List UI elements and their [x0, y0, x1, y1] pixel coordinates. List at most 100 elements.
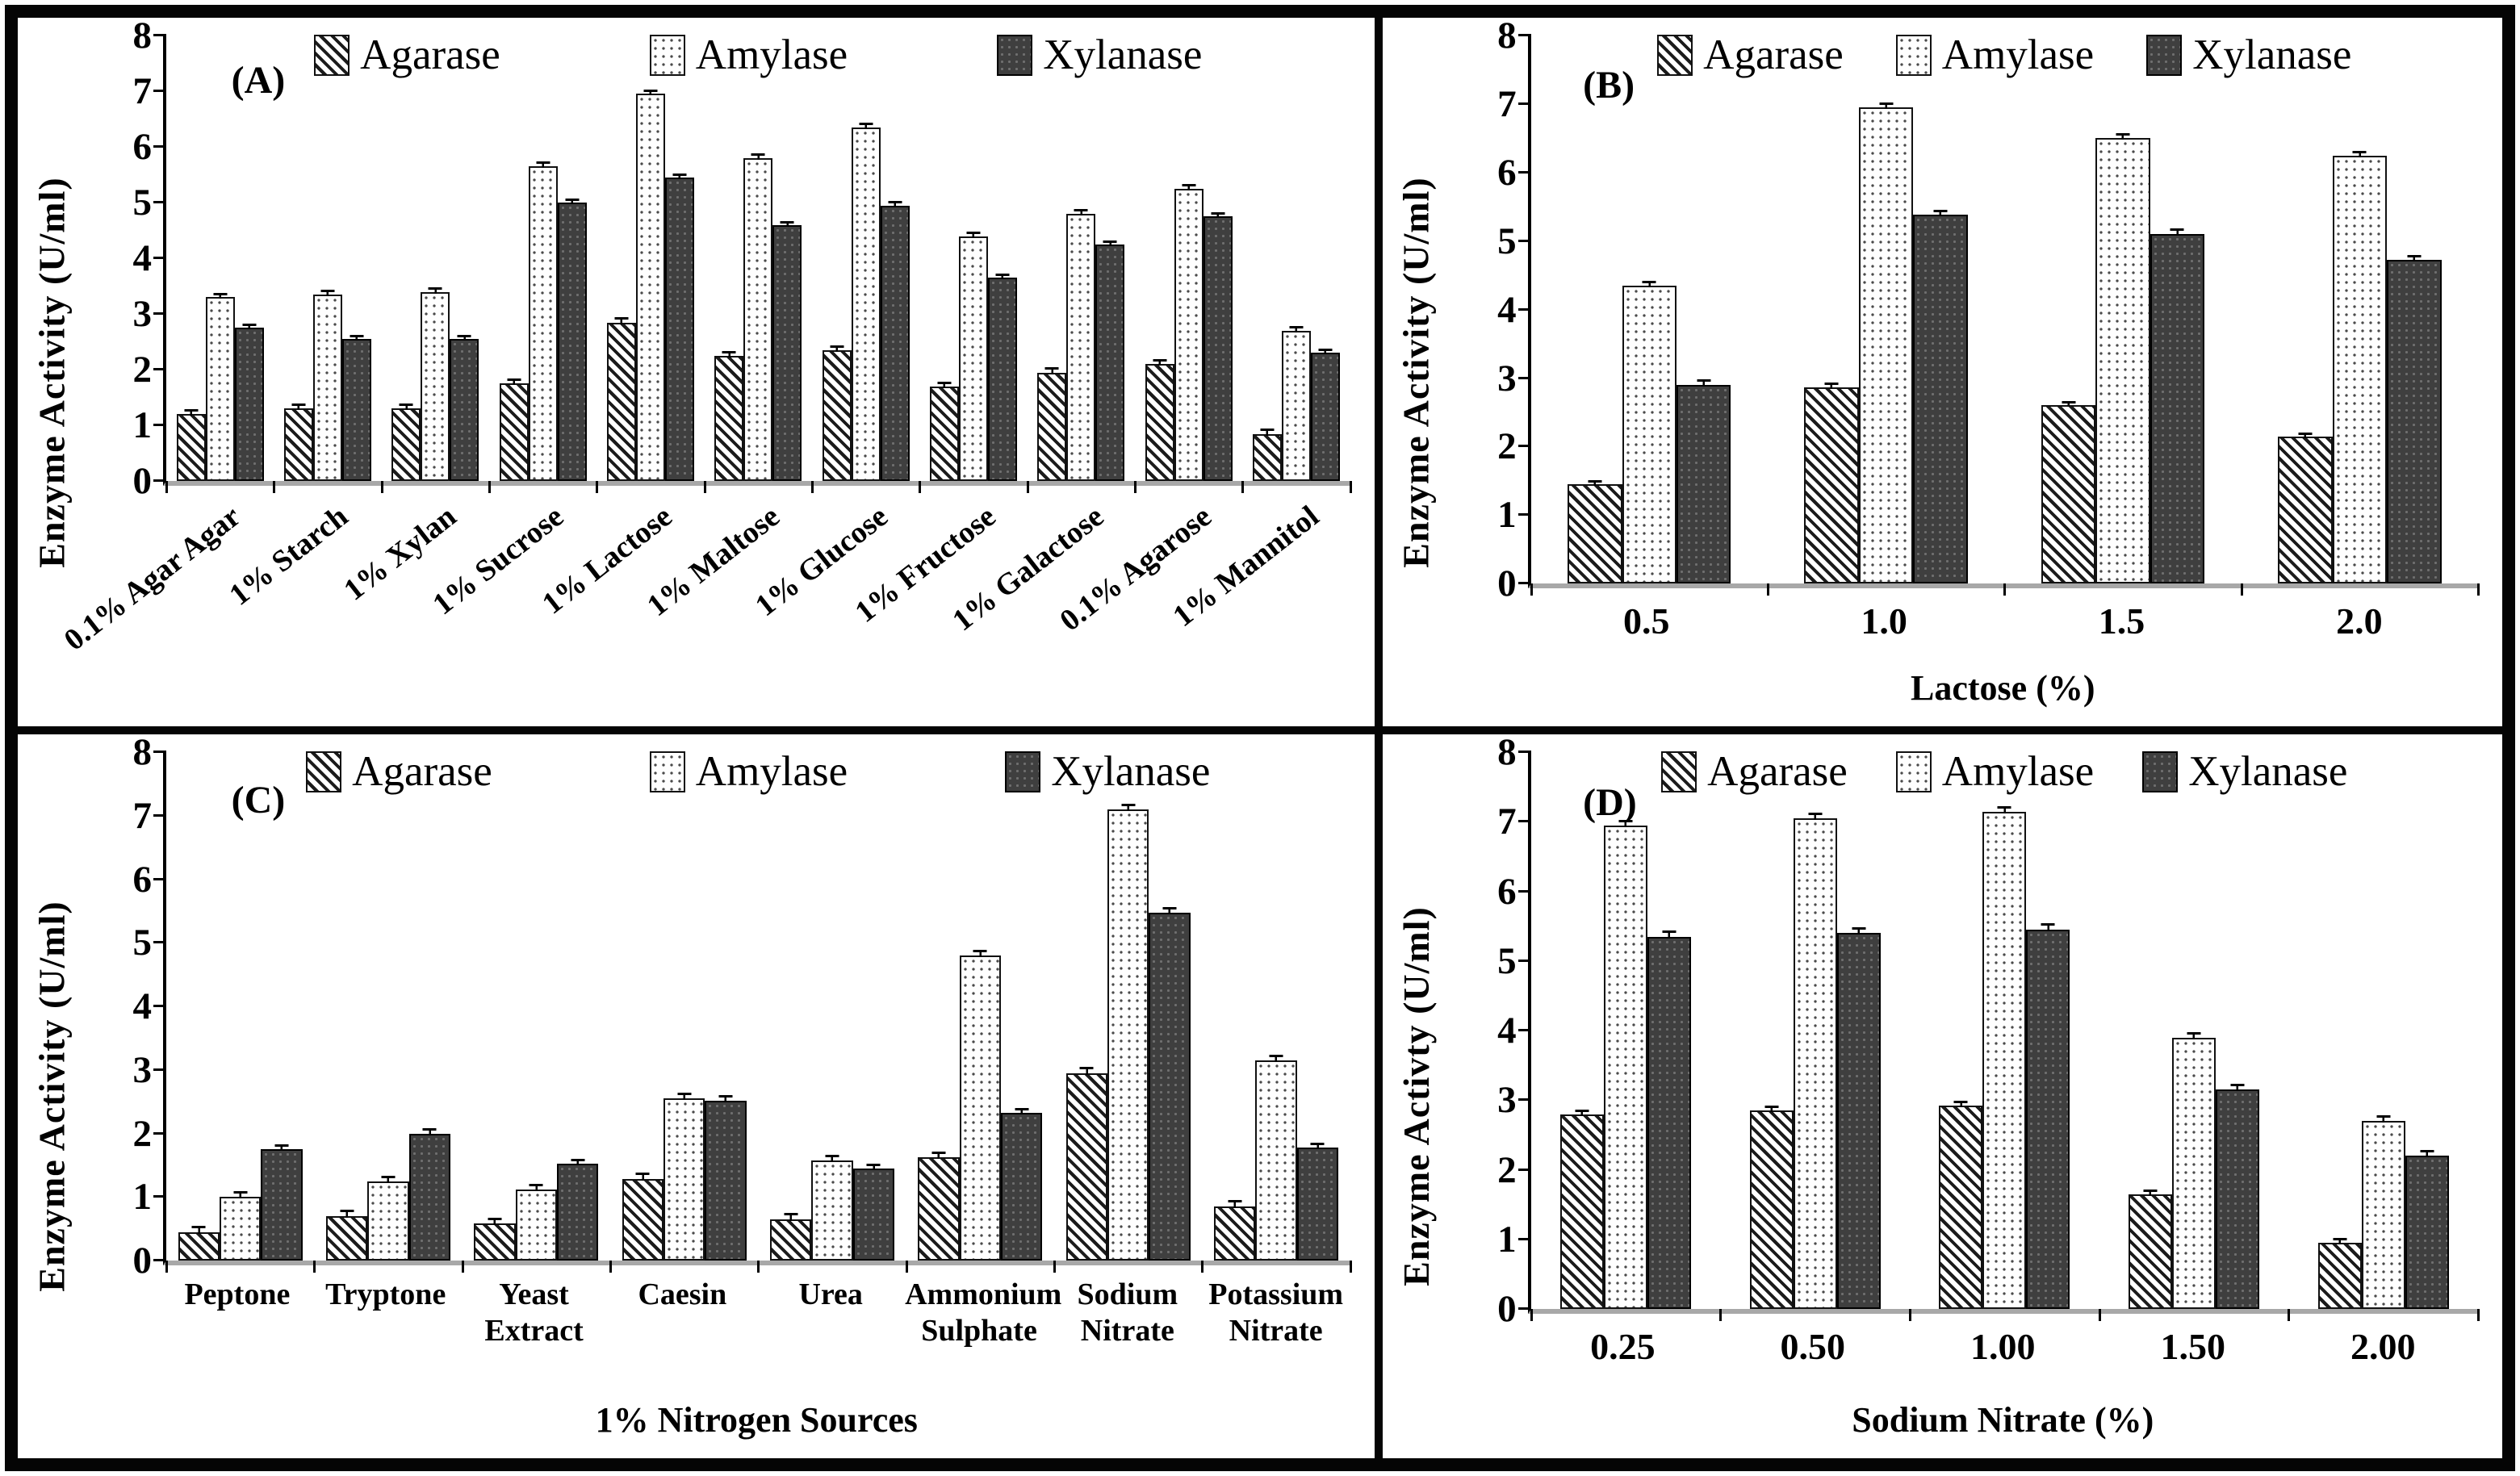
y-tick-mark	[1517, 445, 1531, 448]
y-axis-title-d: Enzyme Activty (U/ml)	[1383, 734, 1450, 1458]
error-bar	[1269, 1054, 1283, 1063]
amylase-bar	[1858, 102, 1914, 584]
agarase-bar	[769, 1213, 812, 1261]
amylase-bar	[1066, 209, 1096, 482]
xylanase-bar	[1149, 907, 1191, 1261]
x-category-labels-c: Peptone Tryptone Yeast Extract Caesin Urea Am…	[163, 1265, 1350, 1394]
agarase-swatch-icon	[306, 751, 342, 792]
error-bar	[1662, 930, 1677, 939]
legend-item-amylase: Amylase	[1895, 747, 2094, 796]
y-tick-mark	[153, 201, 166, 204]
x-tick-mark	[1530, 583, 1533, 596]
error-bar	[2041, 923, 2055, 932]
y-tick-label: 5	[132, 922, 153, 964]
xylanase-swatch-icon	[2142, 751, 2179, 792]
bar-group	[2004, 36, 2241, 584]
x-tick-mark	[1349, 1261, 1352, 1273]
agarase-bar	[178, 1226, 220, 1261]
bar-group	[274, 36, 381, 482]
error-bar	[565, 199, 580, 205]
y-tick-label: 3	[132, 1048, 153, 1091]
legend-item-xylanase: Xylanase	[2142, 747, 2347, 796]
y-tick-mark	[153, 751, 166, 754]
amylase-bar	[220, 1191, 262, 1261]
agarase-bar	[2278, 432, 2333, 584]
x-tick-mark	[1766, 583, 1769, 596]
y-tick-label: 1	[1497, 494, 1517, 537]
error-bar	[614, 317, 629, 324]
legend-label: Xylanase	[2192, 31, 2352, 78]
x-tick-mark	[2477, 583, 2480, 596]
amylase-bar	[313, 290, 342, 482]
xylanase-bar	[2215, 1083, 2259, 1309]
legend-label: Agarase	[1703, 31, 1844, 78]
y-tick-label: 2	[1497, 425, 1517, 468]
x-axis-title-d: Sodium Nitrate (%)	[1852, 1400, 2154, 1440]
amylase-bar	[367, 1175, 409, 1261]
error-bar	[1162, 907, 1177, 914]
amylase-bar	[205, 292, 235, 482]
agarase-bar	[929, 381, 959, 482]
bar-group	[314, 752, 462, 1261]
x-category-label: Potassium Nitrate	[1208, 1277, 1344, 1348]
bar-group	[1202, 752, 1350, 1261]
y-tick-mark	[153, 257, 166, 260]
error-bar	[1764, 1106, 1779, 1113]
legend-item-xylanase: Xylanase	[997, 31, 1202, 79]
error-bar	[1997, 805, 2011, 813]
y-tick-mark	[153, 145, 166, 148]
error-bar	[1182, 184, 1196, 190]
bar-group	[489, 36, 597, 482]
legend-item-agarase: Agarase	[314, 31, 500, 79]
error-bar	[2230, 1083, 2245, 1092]
y-tick-mark	[1517, 1098, 1531, 1102]
legend-item-agarase: Agarase	[1661, 747, 1848, 796]
x-category-label: Ammonium Sulphate	[905, 1277, 1062, 1348]
bar-group	[1531, 752, 1721, 1309]
amylase-bar	[1107, 803, 1149, 1261]
x-category-label: Caesin	[638, 1277, 727, 1311]
legend-item-amylase: Amylase	[1895, 31, 2094, 79]
error-bar	[213, 292, 228, 299]
xylanase-bar	[772, 220, 802, 482]
amylase-swatch-icon	[649, 34, 685, 76]
error-bar	[1289, 326, 1304, 332]
error-bar	[825, 1154, 839, 1162]
y-tick-mark	[1517, 1168, 1531, 1171]
panel-a: Enzyme Activity (U/ml) (A) Agarase Amylas…	[18, 18, 1375, 727]
y-tick-mark	[153, 479, 166, 483]
amylase-bar	[515, 1183, 557, 1261]
bar-group	[1531, 36, 1768, 584]
x-category-label: 1.00	[1970, 1326, 2036, 1367]
xylanase-bar	[1296, 1142, 1338, 1261]
x-category-label: 0.1% Agar Agar	[57, 500, 247, 658]
error-bar	[184, 409, 199, 416]
panel-letter-b: (B)	[1583, 63, 1635, 107]
amylase-bar	[1982, 805, 2027, 1309]
x-tick-mark	[273, 481, 276, 494]
legend-item-amylase: Amylase	[649, 747, 848, 796]
error-bar	[1121, 803, 1136, 812]
legend-item-agarase: Agarase	[306, 747, 492, 796]
x-tick-mark	[596, 481, 599, 494]
x-tick-mark	[488, 481, 491, 494]
x-tick-mark	[1241, 481, 1245, 494]
error-bar	[1103, 240, 1117, 246]
y-tick-label: 8	[1497, 734, 1517, 774]
y-axis-title-text: Enzyme Activity (U/ml)	[31, 901, 73, 1292]
amylase-bar	[743, 153, 773, 482]
error-bar	[784, 1213, 798, 1221]
xylanase-bar	[1310, 349, 1340, 482]
error-bar	[1852, 926, 1866, 935]
y-axis-title-c: Enzyme Activity (U/ml)	[18, 734, 86, 1458]
x-axis-title-c: 1% Nitrogen Sources	[595, 1400, 918, 1440]
error-bar	[1575, 1109, 1589, 1116]
x-category-label: 2.00	[2350, 1326, 2416, 1367]
xylanase-bar	[234, 324, 264, 482]
xylanase-bar	[1913, 209, 1968, 584]
panel-d: Enzyme Activty (U/ml) (D) Agarase Amylase…	[1382, 734, 2502, 1458]
y-tick-label: 1	[132, 1176, 153, 1219]
error-bar	[2187, 1031, 2201, 1039]
amylase-bar	[421, 286, 450, 482]
error-bar	[340, 1210, 354, 1218]
